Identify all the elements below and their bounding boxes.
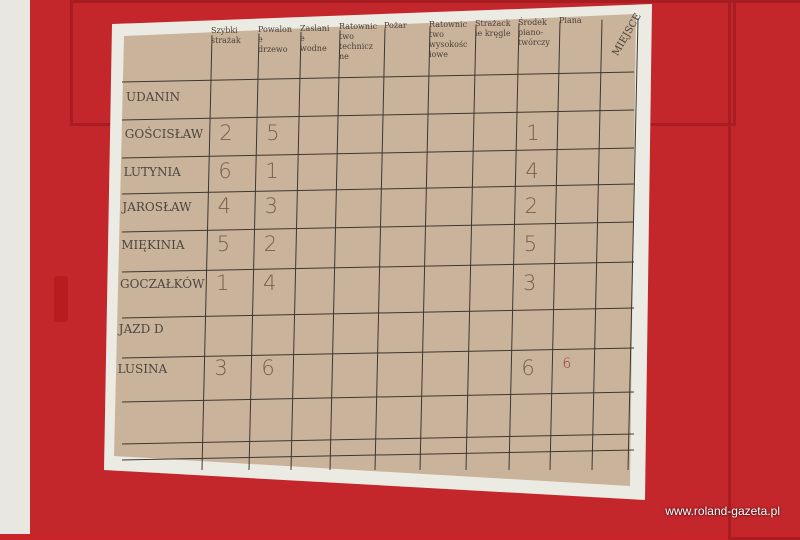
score-cell: 6	[218, 158, 232, 183]
column-header: Strażackie kręgle	[475, 18, 511, 38]
row-line	[121, 71, 635, 83]
column-header: Środek piano-twórczy	[518, 17, 550, 47]
row-line	[121, 307, 635, 319]
score-cell: 3	[523, 271, 537, 295]
team-name: LUSINA	[117, 361, 168, 376]
team-name: LUTYNIA	[123, 164, 181, 179]
score-cell: 6	[521, 355, 535, 380]
column-line	[374, 28, 386, 471]
paper-sheet	[114, 14, 636, 486]
column-header: Powalone drzewo	[258, 24, 293, 54]
row-line	[121, 221, 635, 233]
team-name: MIĘKINIA	[121, 237, 185, 252]
score-cell: 1	[265, 158, 279, 183]
column-line	[591, 19, 603, 471]
score-cell: 2	[524, 194, 538, 219]
row-line	[121, 183, 635, 195]
column-header: Pożar	[384, 21, 407, 31]
column-line	[627, 18, 639, 471]
score-cell: 4	[217, 194, 231, 219]
row-line	[121, 147, 635, 159]
row-line	[121, 109, 635, 121]
score-cell: 2	[263, 231, 278, 256]
score-cell: 5	[523, 231, 538, 256]
column-line	[248, 33, 260, 471]
row-line	[121, 261, 635, 273]
row-line	[121, 433, 635, 445]
row-line	[121, 347, 635, 359]
score-cell: 5	[266, 121, 280, 146]
door-hinge	[54, 276, 68, 322]
column-line	[465, 24, 477, 471]
team-name: UDANIN	[126, 90, 181, 104]
table-grid	[121, 18, 639, 471]
team-name: JAZD D	[118, 322, 164, 337]
column-header: Ratownictwo techniczne	[339, 22, 378, 62]
column-line	[201, 35, 213, 471]
column-line	[329, 30, 341, 471]
column-header: Zaslanie wodne	[300, 23, 330, 53]
column-header: Szybki strażak	[211, 26, 241, 45]
column-line	[508, 22, 520, 471]
score-cell: 1	[526, 121, 540, 146]
score-cell: 3	[214, 355, 228, 380]
score-cell: 2	[219, 121, 233, 146]
score-cell: 6	[261, 355, 275, 380]
row-line	[121, 391, 635, 403]
score-cell: 4	[263, 271, 277, 295]
score-cell: 5	[216, 231, 231, 256]
score-cell: 6	[562, 355, 572, 372]
row-line	[121, 449, 635, 461]
team-name: JAROSŁAW	[122, 200, 192, 215]
column-header: Piana	[559, 16, 582, 26]
score-cell: 4	[525, 158, 539, 183]
team-name: GOCZAŁKÓW	[120, 277, 205, 291]
team-name: GOŚCISŁAW	[124, 127, 204, 142]
column-line	[290, 31, 302, 471]
score-cell: 3	[264, 194, 278, 219]
score-cell: 1	[216, 271, 230, 295]
column-header: Ratownictwo wysokościowe	[429, 20, 468, 59]
column-line	[549, 21, 561, 471]
watermark: www.roland-gazeta.pl	[665, 504, 780, 518]
